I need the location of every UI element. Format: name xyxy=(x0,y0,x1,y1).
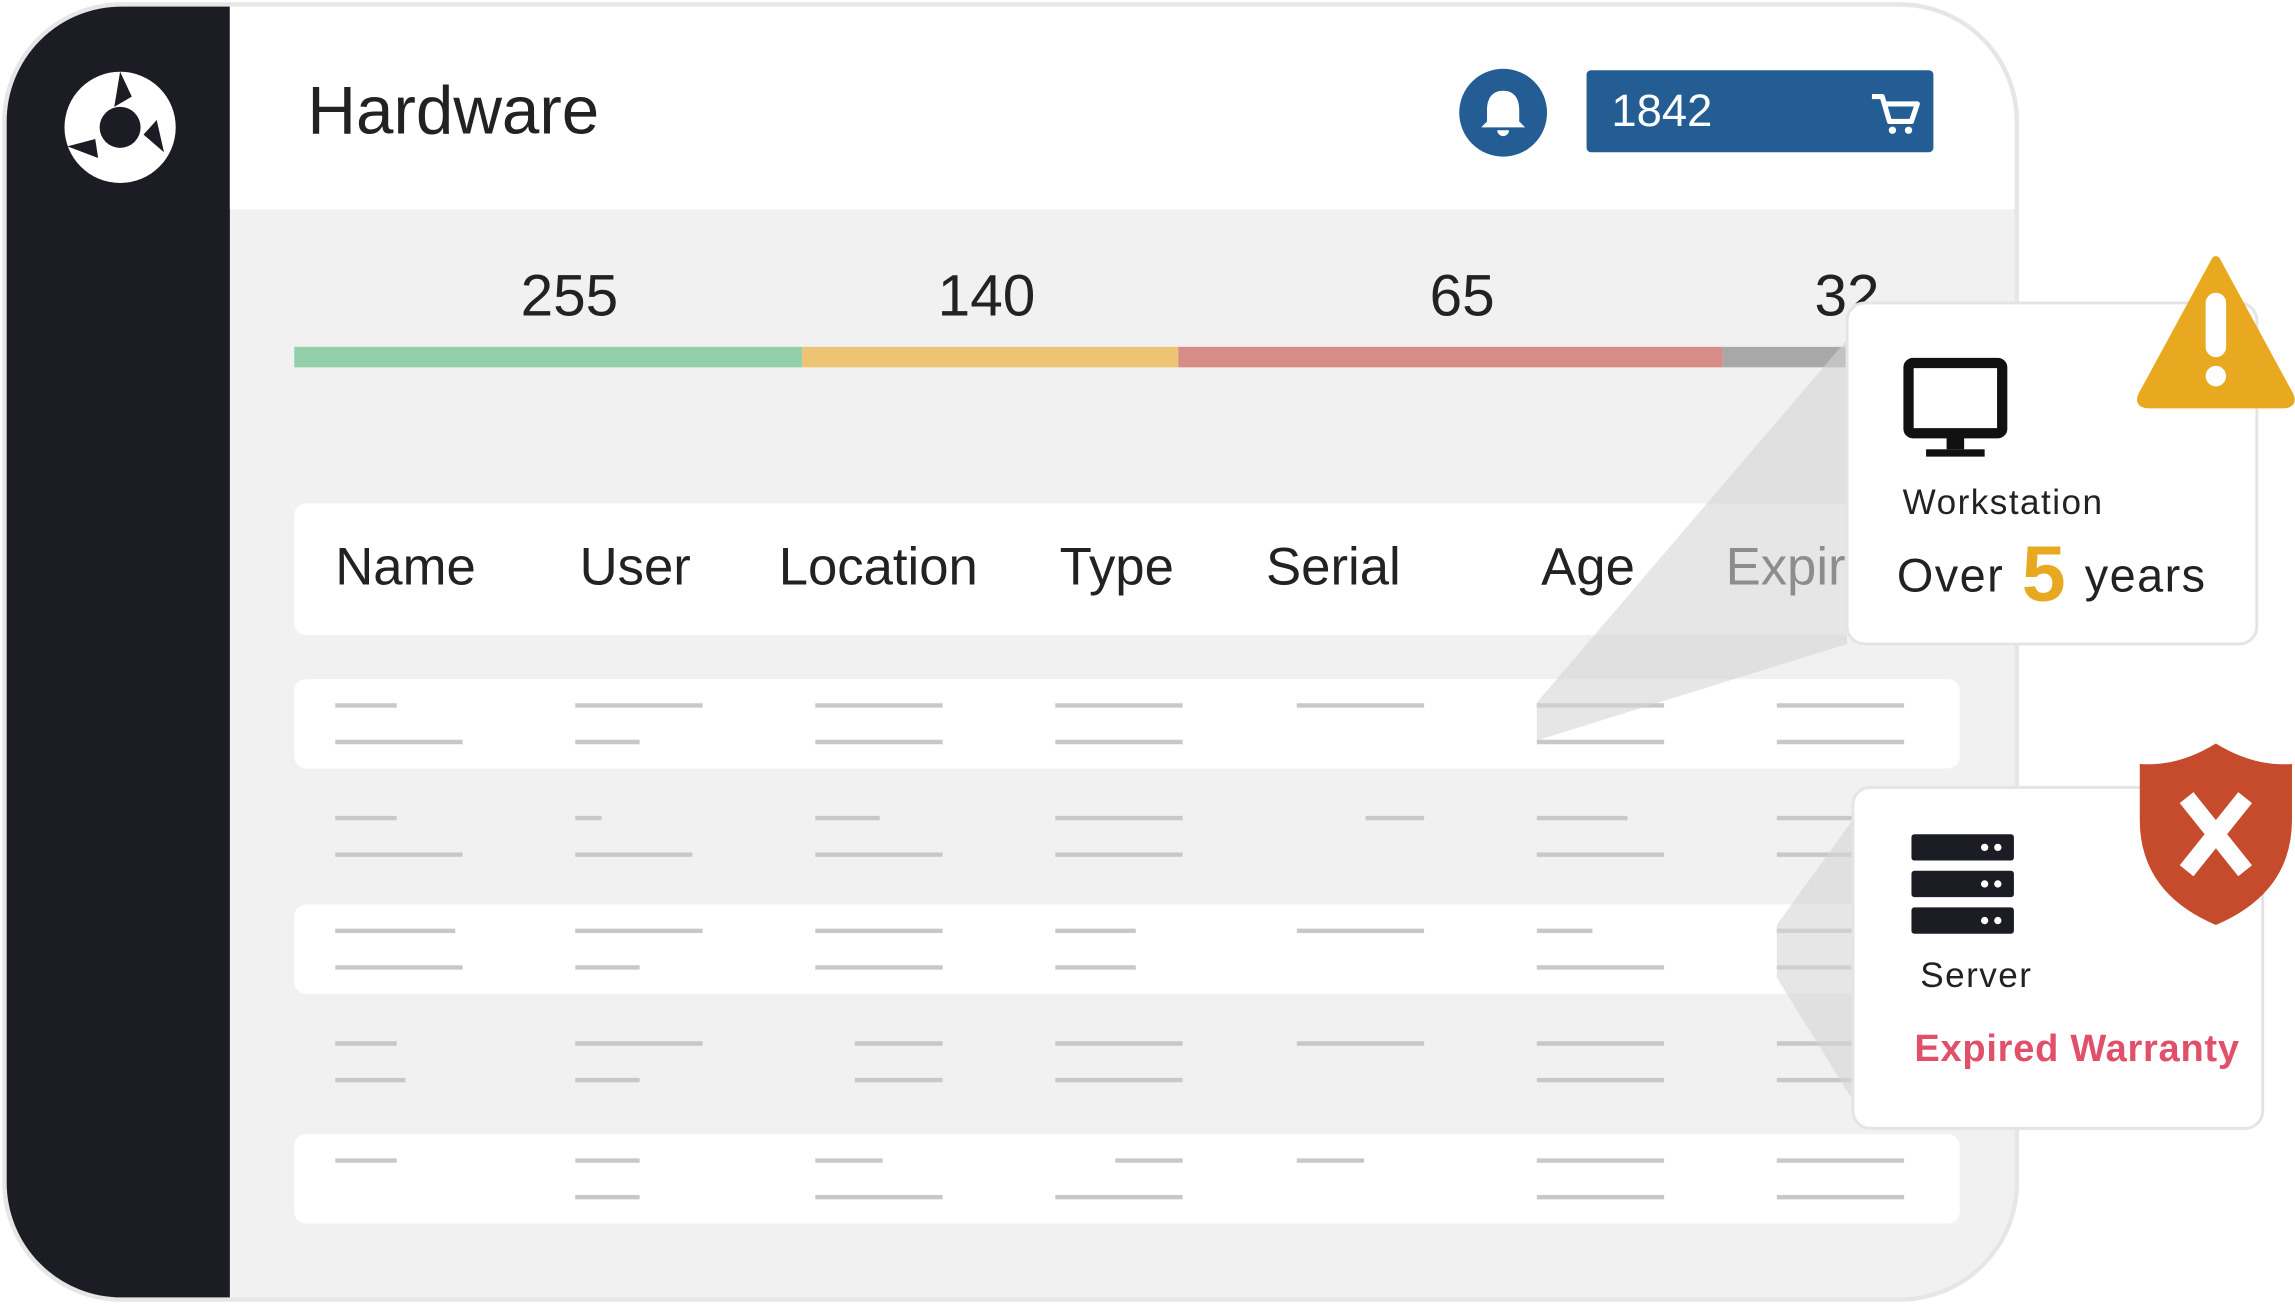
logo-core xyxy=(99,106,141,148)
server-led xyxy=(1980,843,1989,852)
monitor-base xyxy=(1926,449,1985,457)
status-warning xyxy=(802,346,1179,368)
cart-wheel xyxy=(1888,126,1897,134)
card-message: Expired Warranty xyxy=(1914,1028,2239,1070)
card-label: Server xyxy=(1920,956,2032,995)
logo[interactable] xyxy=(64,71,176,183)
status-count: 65 xyxy=(1430,263,1495,328)
sidebar xyxy=(4,4,230,1300)
expired-icon xyxy=(2139,743,2292,925)
status-unknown xyxy=(1722,346,1855,368)
cart-bg xyxy=(1586,70,1934,153)
cart-wheel xyxy=(1904,126,1913,134)
server-icon xyxy=(1911,834,2014,934)
server-unit xyxy=(1911,834,2014,861)
window-border xyxy=(2,2,2020,1302)
message-highlight: 5 xyxy=(2022,528,2067,617)
warning-bar xyxy=(2205,292,2227,358)
status-bar xyxy=(294,346,1855,368)
card-label: Workstation xyxy=(1903,483,2104,522)
cart-button[interactable]: 1842 xyxy=(1586,70,1934,153)
cart-count: 1842 xyxy=(1611,85,1712,136)
server-led xyxy=(1980,916,1989,925)
server-unit xyxy=(1911,907,2014,934)
column-header: Serial xyxy=(1266,538,1401,597)
server-led xyxy=(1994,843,2002,852)
column-header: Location xyxy=(779,538,978,597)
cart-icon xyxy=(1871,94,1920,125)
server-led xyxy=(1994,880,2002,888)
table-row xyxy=(294,1134,1960,1224)
notification-button[interactable] xyxy=(1459,68,1548,157)
page-title: Hardware xyxy=(307,73,599,148)
monitor-stand xyxy=(1946,437,1965,450)
warning-icon xyxy=(2137,256,2295,409)
column-header: Type xyxy=(1060,538,1174,597)
table-row xyxy=(294,679,1960,769)
logo-cuts xyxy=(67,71,165,159)
message-part: years xyxy=(2085,550,2207,602)
column-header: Age xyxy=(1541,538,1635,597)
monitor-icon xyxy=(1903,357,2008,439)
status-critical xyxy=(1178,346,1723,368)
status-ok xyxy=(294,346,803,368)
table-row xyxy=(294,904,1960,994)
column-header: User xyxy=(580,538,691,597)
column-headers: NameUserLocationTypeSerialAgeExpiry xyxy=(335,538,1872,597)
card-message: Over 5 years xyxy=(1897,528,2207,617)
column-header: Name xyxy=(335,538,476,597)
table-rows xyxy=(294,679,1960,1224)
server-led xyxy=(1994,916,2002,925)
server-unit xyxy=(1911,870,2014,898)
callout-shadow xyxy=(1776,819,1853,1101)
server-led xyxy=(1980,880,1989,888)
callout-shadow xyxy=(1536,339,1848,741)
bell-icon xyxy=(1481,90,1526,137)
status-count: 255 xyxy=(521,263,619,328)
table-header xyxy=(294,503,1963,636)
status-count: 140 xyxy=(938,263,1036,328)
warning-dot xyxy=(2205,365,2227,387)
message-part: Over xyxy=(1897,550,2004,602)
shield-x xyxy=(2179,792,2253,877)
